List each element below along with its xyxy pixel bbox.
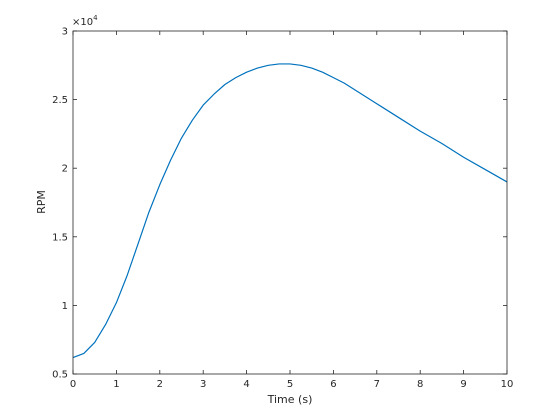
y-axis-label: RPM <box>35 190 48 214</box>
x-tick-label: 8 <box>417 379 423 390</box>
x-tick-label: 6 <box>330 379 336 390</box>
axis-ticks: 0 1 2 3 4 5 6 7 8 9 10 0.5 1 1.5 2 2.5 3 <box>52 27 513 391</box>
x-axis-label: Time (s) <box>267 393 313 406</box>
x-tick-label: 9 <box>460 379 466 390</box>
plot-frame <box>72 30 508 375</box>
x-tick-label: 7 <box>374 379 380 390</box>
y-tick-label: 2 <box>62 164 68 175</box>
y-exponent-label: ×104 <box>72 14 98 28</box>
series-line <box>72 63 508 359</box>
x-tick-label: 5 <box>287 379 293 390</box>
x-tick-label: 2 <box>157 379 163 390</box>
y-tick-label: 2.5 <box>52 95 68 106</box>
y-tick-label: 1.5 <box>52 232 68 243</box>
x-tick-label: 10 <box>501 379 514 390</box>
series-lines <box>72 63 508 359</box>
x-tick-label: 3 <box>200 379 206 390</box>
x-tick-label: 4 <box>243 379 249 390</box>
plot-area <box>73 31 507 374</box>
y-tick-label: 3 <box>62 27 68 38</box>
x-tick-label: 0 <box>70 379 76 390</box>
y-tick-label: 0.5 <box>52 370 68 381</box>
y-tick-label: 1 <box>62 301 68 312</box>
x-tick-label: 1 <box>113 379 119 390</box>
